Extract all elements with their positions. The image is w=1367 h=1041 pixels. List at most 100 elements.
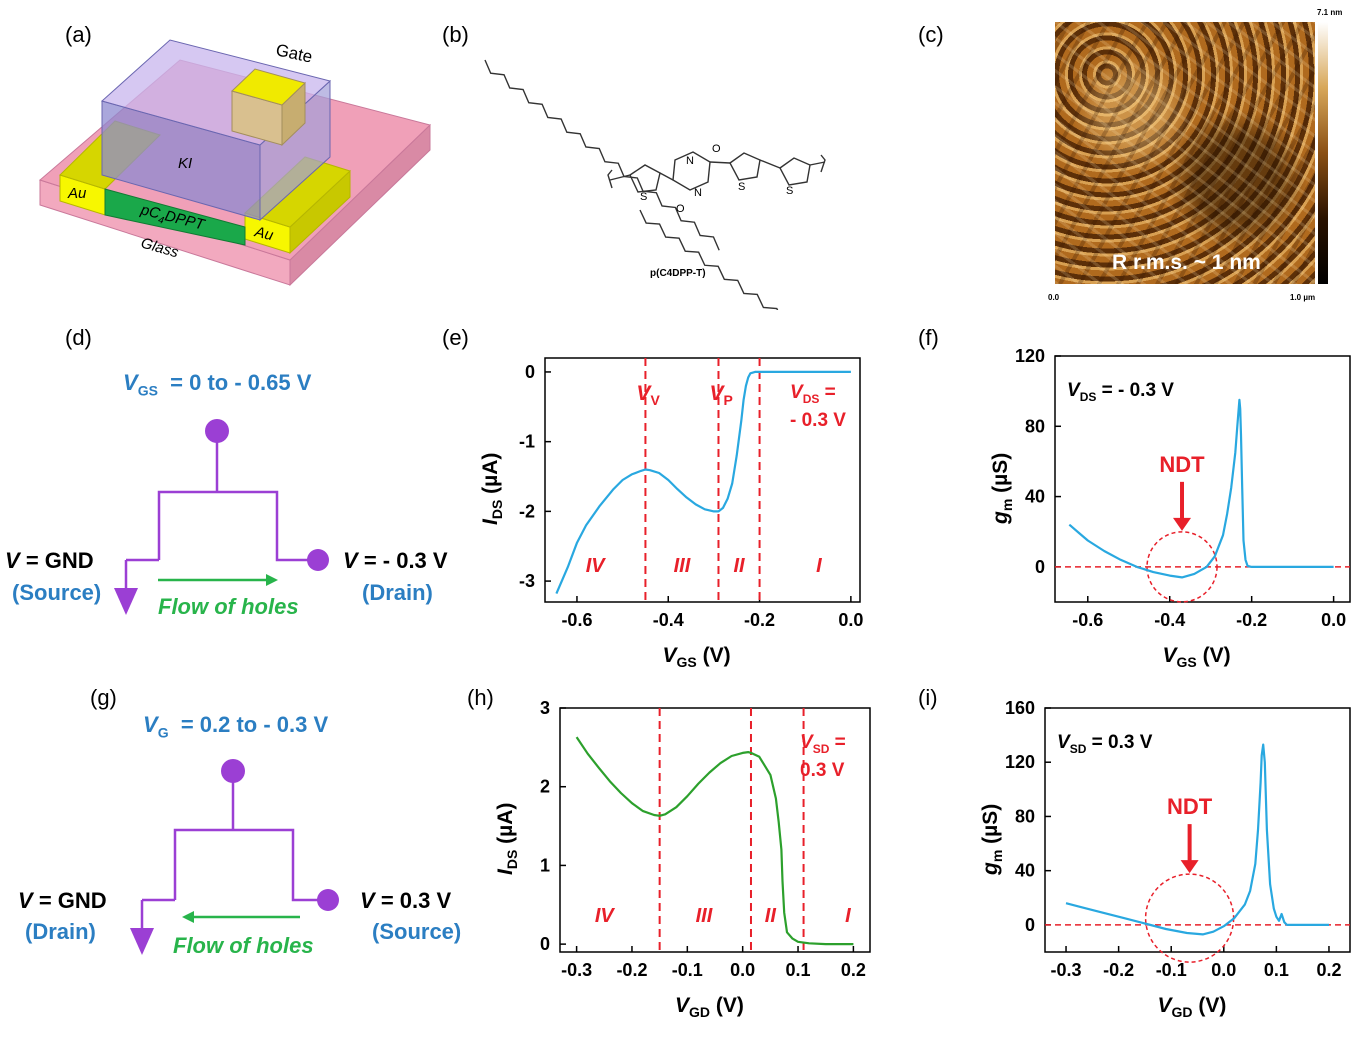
panel-label-b: (b)	[442, 22, 469, 47]
afm-colorbar	[1318, 22, 1328, 284]
thiophene-right	[779, 157, 811, 186]
panel-label-e: (e)	[442, 325, 469, 350]
gate-terminal	[221, 759, 245, 783]
x-axis-label: VGS (V)	[663, 644, 731, 670]
plot-frame	[544, 357, 861, 603]
y-axis-label: IDS (µA)	[494, 803, 520, 875]
panel-label-g: (g)	[90, 685, 117, 710]
molecule-name: p(C4DPP-T)	[650, 268, 706, 279]
condition-value: 0.3 V	[800, 760, 845, 781]
region-label: II	[765, 905, 777, 927]
atom-o-1: O	[712, 143, 721, 155]
x-tick-label: 0.0	[1211, 960, 1236, 980]
ndt-label: NDT	[1167, 794, 1213, 819]
x-tick-label: -0.6	[1072, 610, 1103, 630]
circuit-g-flow: Flow of holes	[173, 933, 314, 958]
x-tick-label: -0.2	[744, 610, 775, 630]
chart-e: -0.6 -0.4 -0.2 0.0 0 -1 -2 -3 VGS (V) IDS (µA) VV V…	[479, 357, 863, 670]
x-tick-label: -0.1	[672, 960, 703, 980]
x-axis-label: VGD (V)	[675, 994, 744, 1020]
panel-label-d: (d)	[65, 325, 92, 350]
region-label: IV	[586, 555, 607, 577]
atom-s-1: S	[640, 191, 647, 203]
circuit-g-right-role: (Source)	[372, 919, 462, 944]
afm-x-start: 0.0	[1048, 293, 1060, 302]
channel-front	[104, 188, 246, 246]
y-tick-label: 0	[1025, 915, 1035, 935]
series-line-gm	[1068, 398, 1334, 579]
chart-h: -0.3 -0.2 -0.1 0.0 0.1 0.2 0 1 2 3 VGD (V) IDS (µA)…	[494, 698, 871, 1020]
device-schematic: Gate KI pC4DPPT Au Au Glass	[38, 39, 431, 287]
y-tick-label: 120	[1015, 346, 1045, 366]
atom-s-3: S	[786, 185, 793, 197]
atom-s-2: S	[738, 181, 745, 193]
flow-arrow	[182, 911, 194, 923]
circuit-d-left-value: V = GND	[5, 548, 94, 573]
ki-label: KI	[178, 155, 192, 172]
panel-label-a: (a)	[65, 22, 92, 47]
afm-image	[1055, 22, 1315, 284]
chart-f: -0.6 -0.4 -0.2 0.0 0 40 80 120 VGS (V) gm (µS) VDS…	[989, 346, 1351, 670]
x-tick-label: -0.3	[561, 960, 592, 980]
au-left-label: Au	[67, 185, 87, 202]
y-tick-label: 40	[1025, 487, 1045, 507]
y-tick-label: 80	[1015, 806, 1035, 826]
y-axis-label: gm (µS)	[979, 804, 1005, 876]
source-terminal	[317, 889, 339, 911]
region-label: II	[733, 555, 745, 577]
circuit-d-right-role: (Drain)	[362, 580, 433, 605]
x-tick-label: -0.4	[1154, 610, 1185, 630]
x-tick-label: 0.0	[730, 960, 755, 980]
ndt-label: NDT	[1159, 452, 1205, 477]
x-tick-label: 0.2	[1316, 960, 1341, 980]
plot-frame	[1044, 707, 1351, 953]
x-tick-label: 0.1	[1264, 960, 1289, 980]
ground-symbol	[130, 928, 154, 955]
ndt-circle	[1146, 531, 1218, 603]
afm-x-end: 1.0 µm	[1290, 293, 1316, 302]
region-label: I	[816, 555, 822, 577]
panel-label-c: (c)	[918, 22, 944, 47]
side-chain-lower	[639, 209, 843, 310]
series-line-IDS	[575, 736, 854, 946]
y-tick-label: 40	[1015, 861, 1035, 881]
x-tick-label: -0.6	[561, 610, 592, 630]
vline-label: VP	[709, 382, 732, 408]
ground-symbol	[114, 588, 138, 615]
gate-top	[231, 68, 306, 106]
au-right-label: Au	[252, 223, 276, 244]
chart-i: -0.3 -0.2 -0.1 0.0 0.1 0.2 0 40 80 120 160 VGD (V) g…	[979, 698, 1351, 1020]
y-tick-label: 2	[540, 777, 550, 797]
ndt-arrow-head	[1173, 517, 1192, 531]
gate-label: Gate	[274, 40, 314, 66]
plot-frame	[559, 707, 871, 953]
side-chain-upper	[484, 59, 720, 251]
condition-value: - 0.3 V	[790, 410, 846, 431]
x-tick-label: 0.0	[838, 610, 863, 630]
y-tick-label: 80	[1025, 416, 1045, 436]
y-tick-label: -1	[519, 432, 535, 452]
atom-n-1: N	[686, 155, 694, 167]
ndt-arrow-head	[1180, 860, 1199, 874]
y-tick-label: 1	[540, 855, 550, 875]
ndt-circle	[1144, 873, 1235, 963]
circuit-g-left-value: V = GND	[18, 888, 107, 913]
drain-terminal	[307, 549, 329, 571]
condition-label: VSD =	[800, 732, 846, 756]
x-tick-label: -0.2	[616, 960, 647, 980]
y-tick-label: 160	[1005, 698, 1035, 718]
y-axis-label: gm (µS)	[989, 453, 1015, 525]
y-tick-label: 0	[1035, 557, 1045, 577]
y-tick-label: 0	[525, 362, 535, 382]
thiophene-mid	[729, 152, 761, 181]
atom-n-2: N	[694, 187, 702, 199]
region-label: III	[696, 905, 713, 927]
y-tick-label: 3	[540, 698, 550, 718]
molecule-structure: N N O O S S S p(C4DPP-T)	[484, 59, 843, 310]
y-tick-label: -3	[519, 571, 535, 591]
circuit-d-flow: Flow of holes	[158, 594, 299, 619]
panel-label-f: (f)	[918, 325, 939, 350]
afm-rms-label: R r.m.s. ~ 1 nm	[1112, 251, 1261, 274]
series-line-gm	[1065, 743, 1329, 936]
atom-o-2: O	[676, 203, 685, 215]
